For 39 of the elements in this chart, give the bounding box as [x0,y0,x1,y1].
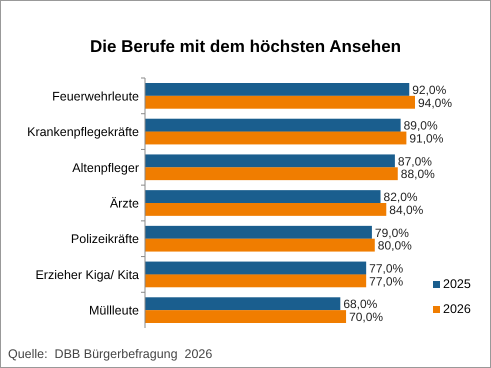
data-label: 88,0% [400,167,436,182]
data-label: 77,0% [369,262,404,276]
source-note: Quelle: DBB Bürgerbefragung 2026 [8,347,212,361]
bar [145,238,375,252]
data-label: 87,0% [398,154,432,168]
bar [145,226,372,239]
bar [145,262,366,274]
data-label: 84,0% [389,202,424,217]
bar [145,310,346,323]
bar [145,297,340,310]
bar [145,274,366,288]
y-tick-label: Erzieher Kiga/ Kita [35,268,140,282]
bar [145,203,386,216]
y-tick-label: Ärzte [110,196,140,210]
data-label: 70,0% [349,310,384,324]
bar [145,83,410,96]
bar [145,96,415,109]
data-label: 94,0% [418,96,452,110]
chart-title: Die Berufe mit dem höchsten Ansehen [90,37,402,56]
data-label: 91,0% [409,132,444,146]
data-label: 80,0% [378,238,412,253]
bar [145,132,406,144]
legend-label: 2026 [443,302,471,316]
data-label: 68,0% [343,297,378,312]
bar [145,154,395,168]
bar [145,167,398,180]
data-label: 82,0% [384,190,418,204]
bar [145,190,381,203]
y-tick-label: Feuerwehrleute [52,89,140,104]
y-tick-label: Polizeikräfte [70,232,140,246]
data-label: 79,0% [374,226,410,240]
y-tick-label: Krankenpflegekräfte [27,125,140,140]
y-tick-label: Altenpfleger [72,160,139,175]
bar [145,118,401,132]
data-label: 92,0% [412,82,447,97]
legend-label: 2025 [443,277,471,291]
data-label: 89,0% [404,118,438,133]
data-label: 77,0% [369,274,404,288]
y-tick-label: Müllleute [88,304,140,318]
